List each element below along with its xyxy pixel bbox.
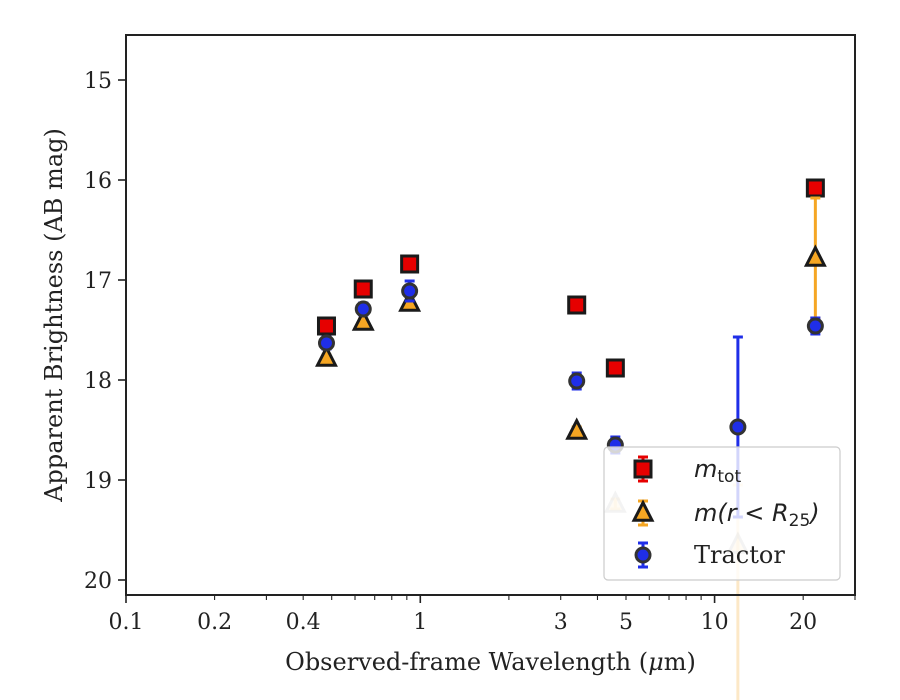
legend: mtot m(r < R25) Tractor (603, 446, 841, 581)
x-tick-label: 20 (789, 610, 817, 635)
legend-marker-mtot (633, 459, 653, 479)
legend-label-sub: 25 (789, 511, 811, 531)
legend-label-sub: tot (717, 467, 741, 487)
data-point (565, 417, 589, 440)
legend-marker-mr25 (631, 499, 655, 522)
data-point (316, 316, 336, 336)
data-point (803, 244, 827, 267)
legend-label-mr25: m(r < R25) (694, 499, 820, 531)
legend-label-end: ) (808, 499, 819, 527)
data-marks (315, 178, 827, 700)
x-axis-label: Observed-frame Wavelength (μm) (285, 648, 696, 676)
y-tick-label: 15 (84, 69, 112, 94)
x-axis-ticks: 0.1 0.2 0.4 1 3 5 10 20 (109, 595, 856, 635)
x-tick-label: 5 (619, 610, 633, 635)
data-point (354, 300, 372, 318)
legend-label-mtot: mtot (694, 455, 741, 487)
y-tick-label: 18 (84, 369, 112, 394)
legend-label-main: m (694, 455, 717, 483)
x-tick-label: 3 (554, 610, 568, 635)
y-tick-label: 16 (84, 169, 112, 194)
y-tick-label: 20 (84, 569, 112, 594)
x-tick-label: 1 (413, 610, 427, 635)
data-point (567, 295, 587, 315)
data-point (351, 308, 375, 331)
data-point (806, 317, 824, 335)
data-point (400, 254, 420, 274)
x-tick-label: 0.2 (197, 610, 232, 635)
y-axis-label: Apparent Brightness (AB mag) (40, 128, 68, 503)
legend-label-tractor: Tractor (694, 541, 785, 569)
x-tick-label: 0.4 (286, 610, 321, 635)
legend-box (603, 446, 841, 581)
x-tick-label: 0.1 (109, 610, 144, 635)
x-tick-label: 10 (701, 610, 729, 635)
x-axis-label-mu: μ (648, 648, 664, 676)
x-axis-label-text: Observed-frame Wavelength ( (285, 648, 648, 676)
data-point (317, 334, 335, 352)
data-point (315, 344, 338, 367)
y-tick-label: 17 (84, 269, 112, 294)
series-tractor (317, 279, 824, 519)
data-point (805, 178, 825, 198)
series-mtot (316, 178, 825, 378)
legend-label-main: m(r < R (694, 499, 789, 527)
data-point (353, 279, 373, 299)
y-tick-label: 19 (84, 469, 112, 494)
data-point (605, 358, 625, 378)
y-axis-ticks: 15 16 17 18 19 20 (84, 69, 126, 594)
legend-marker-tractor (634, 546, 652, 564)
x-axis-label-unit: m) (664, 648, 696, 676)
data-point (729, 418, 747, 436)
data-point (568, 372, 586, 390)
plot-frame (125, 34, 856, 596)
data-point (401, 282, 419, 300)
